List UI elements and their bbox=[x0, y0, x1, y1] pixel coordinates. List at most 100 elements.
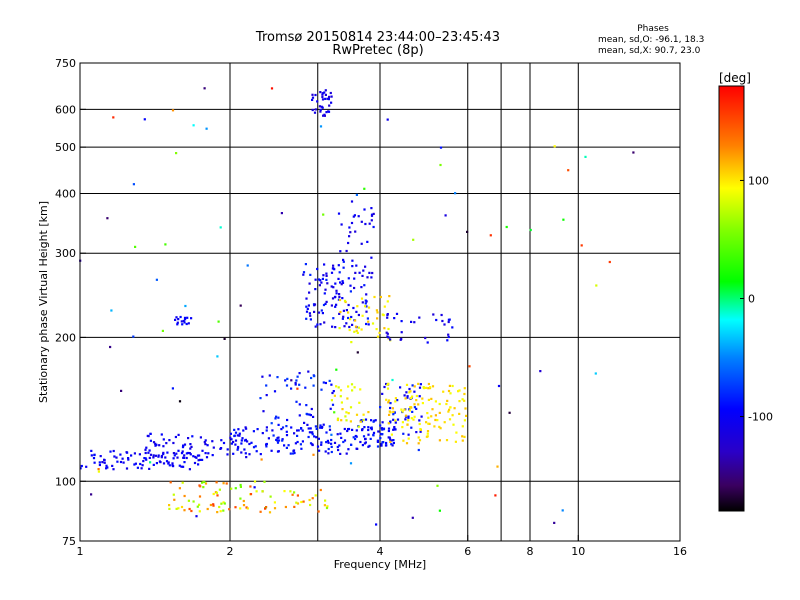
data-point bbox=[368, 271, 371, 274]
data-point bbox=[119, 453, 122, 456]
data-point bbox=[330, 285, 333, 288]
data-point bbox=[234, 443, 237, 446]
data-point bbox=[311, 93, 314, 96]
data-point bbox=[381, 428, 384, 431]
data-point bbox=[321, 312, 324, 315]
data-point bbox=[442, 390, 445, 393]
data-point bbox=[319, 426, 322, 429]
data-point bbox=[244, 452, 247, 455]
data-point bbox=[296, 387, 299, 390]
data-point bbox=[374, 419, 377, 422]
data-point bbox=[413, 321, 416, 324]
data-point bbox=[175, 316, 178, 319]
data-point bbox=[182, 465, 185, 468]
data-point bbox=[184, 318, 187, 321]
data-point bbox=[383, 327, 386, 330]
data-point bbox=[387, 429, 390, 433]
data-point bbox=[116, 460, 119, 463]
data-point bbox=[201, 458, 204, 461]
data-point bbox=[351, 389, 354, 392]
data-point bbox=[325, 431, 328, 434]
data-point bbox=[461, 425, 464, 428]
y-axis-ticks: 75 100 200 300 400 500 600 750 bbox=[55, 57, 86, 548]
data-point bbox=[353, 286, 356, 290]
data-point bbox=[379, 424, 382, 427]
data-point bbox=[354, 437, 357, 441]
data-point bbox=[325, 300, 328, 303]
data-point bbox=[466, 230, 469, 233]
data-point bbox=[294, 442, 297, 445]
data-point bbox=[293, 432, 296, 435]
data-point bbox=[125, 451, 128, 454]
data-point bbox=[225, 482, 228, 485]
data-point bbox=[292, 449, 295, 452]
data-point bbox=[371, 271, 374, 275]
data-point bbox=[101, 461, 104, 464]
data-point bbox=[181, 481, 184, 484]
data-point bbox=[344, 415, 347, 418]
data-point bbox=[320, 309, 323, 312]
data-point bbox=[413, 415, 416, 418]
data-point bbox=[306, 413, 309, 416]
data-point bbox=[380, 443, 383, 446]
data-point bbox=[327, 452, 330, 455]
data-point bbox=[302, 500, 305, 503]
data-point bbox=[162, 462, 166, 465]
data-point bbox=[454, 192, 457, 195]
data-point bbox=[192, 500, 195, 503]
data-point bbox=[103, 461, 106, 464]
data-point bbox=[438, 411, 441, 414]
data-point bbox=[352, 436, 355, 439]
data-point bbox=[427, 416, 430, 419]
data-point bbox=[172, 465, 175, 468]
data-point bbox=[308, 413, 311, 416]
data-point bbox=[417, 403, 420, 406]
data-point bbox=[336, 445, 339, 449]
data-point bbox=[291, 493, 294, 496]
data-point bbox=[90, 454, 93, 457]
data-point bbox=[181, 450, 184, 453]
data-point bbox=[394, 428, 397, 431]
data-point bbox=[177, 449, 180, 452]
data-point bbox=[80, 464, 83, 468]
data-point bbox=[406, 396, 409, 399]
x-axis-label: Frequency [MHz] bbox=[334, 558, 426, 571]
data-point bbox=[345, 322, 348, 325]
data-point bbox=[422, 387, 425, 390]
data-point bbox=[264, 507, 267, 510]
y-tick-label: 750 bbox=[55, 57, 76, 70]
data-point bbox=[111, 464, 114, 467]
data-point bbox=[345, 411, 348, 414]
data-point bbox=[97, 470, 100, 473]
data-point bbox=[144, 451, 147, 455]
data-point bbox=[343, 325, 346, 328]
data-point bbox=[361, 428, 364, 431]
data-point bbox=[309, 427, 312, 430]
data-point bbox=[120, 389, 123, 392]
data-point bbox=[219, 510, 222, 513]
data-point bbox=[387, 401, 390, 404]
data-point bbox=[220, 439, 223, 442]
data-point bbox=[349, 231, 352, 234]
data-point bbox=[182, 319, 185, 322]
data-point bbox=[404, 414, 408, 417]
data-point bbox=[404, 397, 407, 400]
data-point bbox=[376, 439, 379, 442]
data-point bbox=[253, 480, 257, 483]
data-point bbox=[331, 267, 334, 270]
data-point bbox=[413, 385, 416, 388]
data-point bbox=[317, 311, 321, 314]
data-point bbox=[106, 217, 109, 220]
data-point bbox=[139, 462, 142, 466]
data-point bbox=[290, 379, 293, 382]
colorbar-ticks: 100 0 -100 bbox=[740, 174, 773, 424]
data-point bbox=[165, 460, 169, 463]
data-point bbox=[270, 449, 273, 452]
data-point bbox=[339, 395, 342, 398]
data-point bbox=[321, 92, 324, 95]
data-point bbox=[252, 430, 255, 433]
data-point bbox=[438, 425, 441, 428]
data-point bbox=[296, 494, 299, 497]
data-point bbox=[183, 443, 187, 446]
data-point bbox=[340, 401, 343, 404]
